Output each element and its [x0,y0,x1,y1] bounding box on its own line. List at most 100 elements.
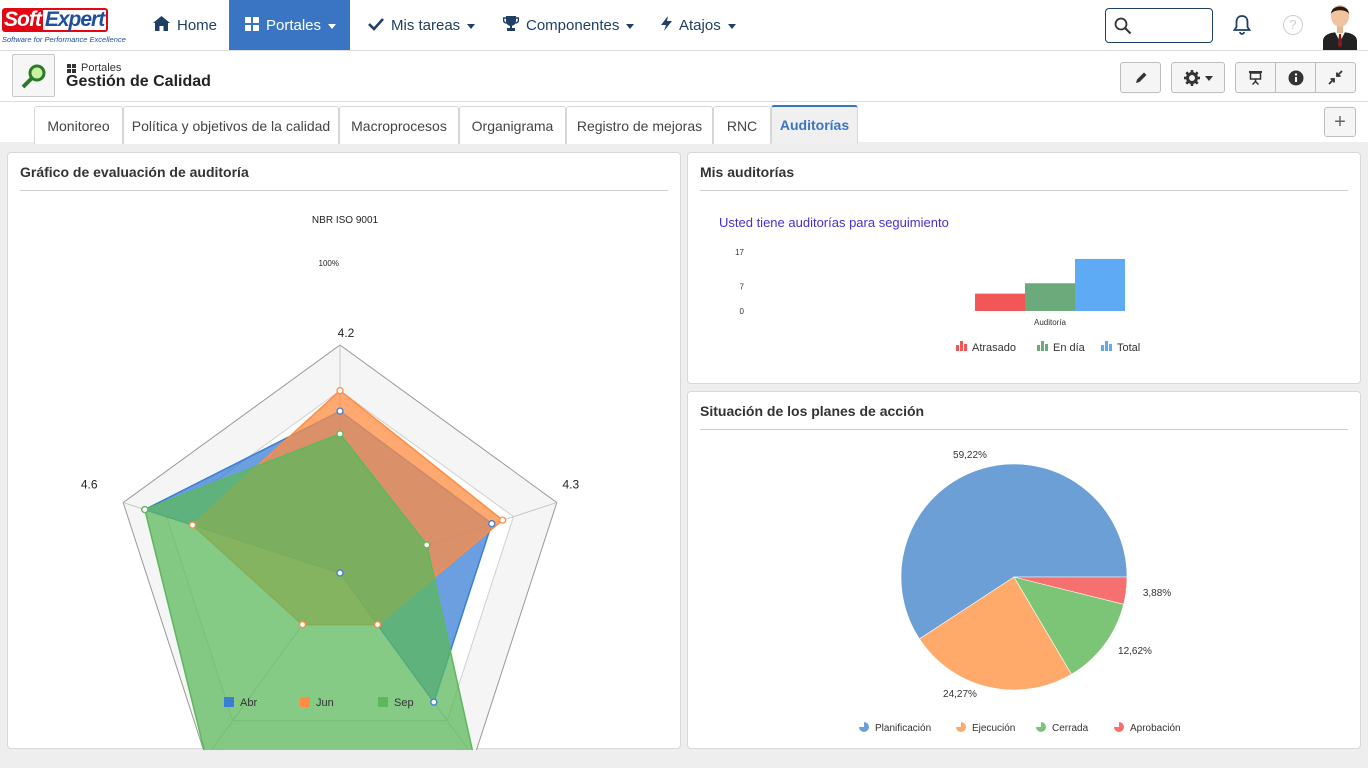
gear-icon [1183,69,1200,86]
panel-title: Mis auditorías [700,164,795,180]
pie-slice [1013,576,1125,675]
tab-organigrama[interactable]: Organigrama [459,106,566,144]
radar-series-area [143,433,474,750]
collapse-button[interactable] [1315,62,1356,93]
plans-panel: Situación de los planes de acción 59,22%… [687,391,1361,749]
pie-data-label: 12,62% [1118,646,1152,657]
radar-data-point [373,620,382,629]
tabs-bar: Monitoreo Política y objetivos de la cal… [0,102,1368,144]
nav-portales-label: Portales [266,16,322,34]
edit-button[interactable] [1120,62,1161,93]
panel-divider [700,429,1348,430]
chevron-down-icon [1204,76,1213,81]
radar-data-point [336,407,344,415]
chevron-down-icon [467,23,476,29]
breadcrumb[interactable]: Portales [67,62,121,74]
legend-label: Aprobación [1130,723,1181,734]
legend-label: Cerrada [1052,723,1089,734]
radar-data-point [336,430,344,438]
pie-data-label: 3,88% [1143,588,1171,599]
settings-button[interactable] [1171,62,1225,93]
bar [1025,283,1075,311]
tab-politica[interactable]: Política y objetivos de la calidad [123,106,339,144]
info-button[interactable] [1275,62,1316,93]
portal-header: Portales Gestión de Calidad [0,51,1368,102]
softexpert-logo[interactable]: Soft Expert Software for Performance Exce… [0,6,132,46]
nav-home-label: Home [177,16,218,34]
tab-rnc[interactable]: RNC [713,106,771,144]
nav-atajos[interactable]: Atajos [645,0,752,50]
radar-data-point [298,620,307,629]
help-icon[interactable]: ? [1283,15,1303,35]
tab-auditorias[interactable]: Auditorías [771,105,858,143]
legend-bar-icon [1105,341,1108,351]
audits-bar-chart: Usted tiene auditorías para seguimiento 1… [719,215,1140,354]
nav-componentes[interactable]: Componentes [487,0,650,50]
legend-pie-icon [1036,722,1046,732]
lightning-icon [661,16,672,34]
y-tick-label: 17 [735,248,744,257]
nav-mis-tareas-label: Mis tareas [391,16,461,34]
legend-pie-icon [859,722,869,732]
tab-macroprocesos[interactable]: Macroprocesos [339,106,459,144]
plans-pie-chart: 59,22% 24,27% 12,62% 3,88% Planificación Ejec… [859,450,1181,734]
legend-label: Abr [240,697,257,709]
chart-title: Usted tiene auditorías para seguimiento [719,215,949,230]
legend-label: Sep [394,697,414,709]
nav-home[interactable]: Home [137,0,233,50]
legend-pie-icon [956,722,966,732]
breadcrumb-label: Portales [81,62,122,74]
radar-panel: Gráfico de evaluación de auditoría NBR I… [7,152,681,750]
radar-data-point [336,386,344,395]
logo-wordmark: Soft Expert [2,8,128,32]
portal-grid-icon [67,63,76,73]
presentation-button[interactable] [1235,62,1276,93]
add-tab-button[interactable]: + [1324,107,1356,137]
nav-mis-tareas[interactable]: Mis tareas [352,0,491,50]
nav-portales[interactable]: Portales [229,0,350,50]
compress-icon [1328,70,1343,85]
legend-swatch [300,697,310,707]
portal-grid-icon [245,16,259,34]
panel-title: Situación de los planes de acción [700,403,925,419]
legend-swatch [378,697,388,707]
tab-registro-mejoras[interactable]: Registro de mejoras [566,106,713,144]
bar [975,293,1025,311]
radar-axis-label: 4.6 [81,478,98,492]
radar-data-point [430,698,438,706]
legend-bar-icon [1109,344,1112,351]
legend-bar-icon [960,341,963,351]
tab-monitoreo[interactable]: Monitoreo [34,106,123,144]
radar-data-point [498,516,507,524]
chevron-down-icon [626,23,635,29]
legend-label: Atrasado [972,342,1016,354]
legend-bar-icon [1045,344,1048,351]
legend-item: En día [1037,341,1086,354]
radar-axis-label: 4.2 [338,326,355,340]
x-category-label: Auditoría [1034,318,1067,327]
search-input[interactable] [1105,8,1213,43]
nav-atajos-label: Atajos [679,16,721,34]
bell-icon[interactable] [1232,14,1252,40]
pie-slice [919,576,1072,691]
legend-bar-icon [1037,345,1040,351]
user-avatar[interactable] [1320,0,1360,55]
legend-label: Jun [316,697,334,709]
check-icon [368,17,384,34]
legend-item: Atrasado [956,341,1016,354]
search-icon [1114,17,1132,35]
panel-divider [700,190,1348,191]
audits-panel: Mis auditorías Usted tiene auditorías pa… [687,152,1361,384]
chart-title: NBR ISO 9001 [312,215,379,226]
legend-bar-icon [1101,345,1104,351]
logo-tagline: Software for Performance Excellence [2,35,126,44]
page-title: Gestión de Calidad [66,73,211,90]
legend-label: Planificación [875,723,931,734]
panel-title: Gráfico de evaluación de auditoría [20,164,249,180]
chevron-down-icon [328,23,337,29]
radar-data-point [141,505,149,514]
legend-item: Ejecución [956,722,1015,734]
top-navbar: Soft Expert Software for Performance Exce… [0,0,1368,51]
radar-data-point [488,520,496,528]
